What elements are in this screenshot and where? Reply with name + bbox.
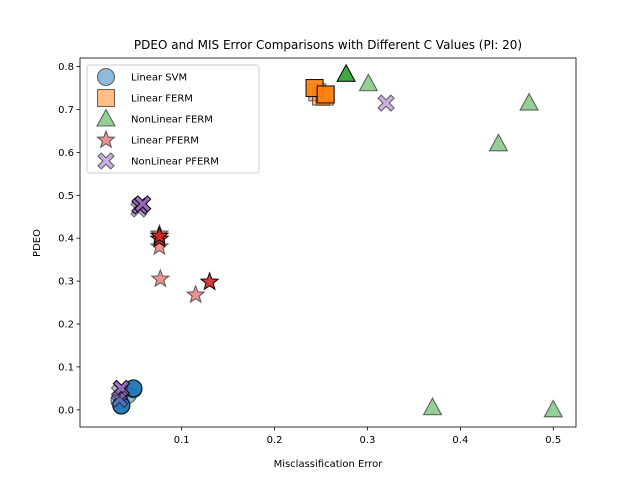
point-linear-pferm-5 — [149, 225, 170, 245]
x-tick-label: 0.5 — [545, 435, 561, 446]
legend-label-linear-pferm: Linear PFERM — [131, 136, 199, 147]
legend-label-linear-ferm: Linear FERM — [131, 94, 193, 105]
point-linear-pferm-6 — [199, 271, 220, 291]
point-nonlinear-ferm-3 — [422, 397, 443, 416]
chart-title: PDEO and MIS Error Comparisons with Diff… — [134, 38, 522, 52]
y-tick-label: 0.5 — [58, 191, 74, 202]
x-tick-label: 0.3 — [360, 435, 376, 446]
y-tick-label: 0.8 — [58, 62, 74, 73]
y-tick-label: 0.3 — [58, 277, 74, 288]
x-axis-ticks: 0.1 0.2 0.3 0.4 0.5 — [174, 427, 561, 446]
legend-box — [86, 64, 260, 174]
legend-marker-linear-pferm — [95, 129, 117, 149]
legend-label-linear-svm: Linear SVM — [131, 73, 187, 84]
point-nonlinear-ferm-4 — [543, 399, 564, 418]
point-nonlinear-ferm-5 — [336, 63, 357, 82]
point-linear-pferm-2 — [185, 284, 206, 304]
point-linear-pferm-0 — [149, 236, 170, 256]
legend-marker-linear-svm — [96, 67, 116, 87]
x-tick-label: 0.4 — [452, 435, 468, 446]
legend: Linear SVM Linear FERM NonLinear FERM Linea… — [86, 64, 260, 174]
x-tick-label: 0.1 — [174, 435, 190, 446]
legend-label-nonlinear-pferm: NonLinear PFERM — [131, 157, 219, 168]
y-tick-label: 0.2 — [58, 320, 74, 331]
y-tick-label: 0.6 — [58, 148, 74, 159]
legend-marker-nonlinear-ferm — [96, 108, 116, 127]
point-nonlinear-ferm-2 — [488, 133, 509, 152]
point-nonlinear-pferm-3 — [133, 195, 152, 213]
y-tick-label: 0.7 — [58, 105, 74, 116]
x-tick-label: 0.2 — [267, 435, 283, 446]
plot-frame — [79, 57, 577, 428]
y-tick-label: 0.4 — [58, 234, 74, 245]
point-linear-ferm-4 — [316, 85, 335, 104]
data-points — [110, 63, 564, 418]
legend-marker-linear-ferm — [96, 88, 116, 108]
point-nonlinear-pferm-0 — [377, 94, 395, 112]
x-axis-label: Misclassification Error — [274, 459, 384, 470]
y-axis-label: PDEO — [32, 229, 43, 257]
y-axis-ticks: 0.0 0.1 0.2 0.3 0.4 0.5 0.6 0.7 0.8 — [58, 62, 80, 416]
point-nonlinear-ferm-0 — [358, 73, 379, 92]
y-tick-label: 0.1 — [58, 362, 74, 373]
point-linear-pferm-1 — [150, 268, 171, 288]
point-nonlinear-ferm-1 — [519, 92, 540, 111]
legend-label-nonlinear-ferm: NonLinear FERM — [131, 115, 213, 126]
y-tick-label: 0.0 — [58, 405, 74, 416]
legend-marker-nonlinear-pferm — [97, 152, 115, 170]
point-nonlinear-pferm-6 — [110, 390, 129, 408]
